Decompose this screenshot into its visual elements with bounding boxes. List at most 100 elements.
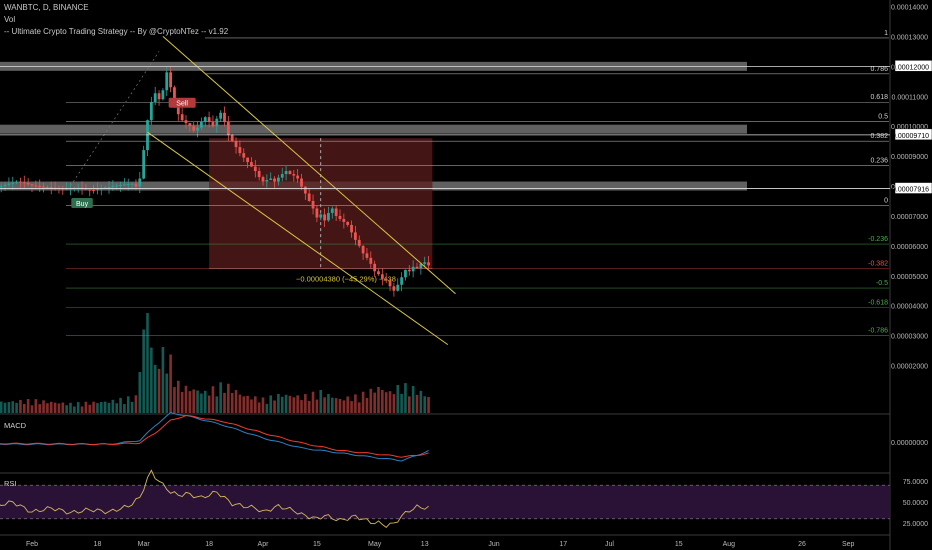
candle-body — [203, 117, 207, 122]
volume-bar — [130, 401, 134, 413]
candle-body — [396, 284, 400, 291]
volume-bar — [115, 403, 118, 413]
volume-bar — [219, 382, 222, 413]
time-axis-tick: Aug — [723, 541, 736, 548]
candle-body — [173, 87, 176, 106]
candle-body — [38, 186, 42, 188]
strategy-indicator-label: -- Ultimate Crypto Trading Strategy -- B… — [4, 27, 229, 36]
price-axis-tick: 0.00004000 — [891, 304, 928, 311]
volume-bar — [269, 395, 272, 413]
time-axis: Feb 18 Mar 18 Apr 15 May 13 Jun 17 Jul 15 Aug 26 Sep — [26, 541, 855, 548]
channel-line — [162, 36, 456, 295]
candle-body — [319, 214, 323, 218]
volume-bar — [165, 373, 169, 413]
volume-bar — [42, 400, 45, 413]
candle-body — [415, 266, 419, 269]
candle-body — [277, 177, 280, 182]
trend-dashed-line — [70, 51, 160, 187]
candle-body — [280, 174, 284, 178]
grid-layer — [0, 0, 891, 550]
volume-bar — [100, 402, 103, 413]
volume-bar — [346, 396, 349, 413]
volume-bar — [227, 383, 230, 413]
volume-bar — [230, 392, 234, 413]
volume-bar — [411, 386, 415, 413]
volume-bar — [26, 399, 30, 413]
candle-body — [165, 72, 169, 91]
time-axis-tick: Jul — [605, 541, 614, 548]
volume-bar — [427, 397, 430, 413]
volume-bar — [350, 401, 353, 413]
rsi-pane: RSI 75.0000 50.0000 25.0000 — [0, 469, 928, 529]
candle-body — [61, 188, 65, 190]
price-axis-tick: 0.00014000 — [891, 4, 928, 11]
candle-body — [0, 186, 3, 188]
volume-bar — [184, 385, 188, 413]
price-axis-tick: 0.00010000 — [891, 124, 928, 131]
volume-bar — [142, 329, 145, 413]
candle-body — [357, 239, 361, 246]
volume-bar — [257, 402, 261, 413]
candle-body — [192, 126, 196, 131]
candle-body — [238, 147, 242, 154]
volume-bar — [246, 395, 249, 413]
time-axis-tick: 15 — [313, 541, 321, 548]
volume-bar — [119, 397, 122, 413]
candle-body — [392, 286, 396, 291]
candle-body — [257, 171, 261, 178]
candle-body — [334, 208, 338, 216]
candle-body — [369, 257, 373, 264]
measure-box: −0.00004380 (−45.29%) −438 — [209, 138, 433, 284]
price-axis-tick: 0.00006000 — [891, 244, 928, 251]
volume-bar — [88, 404, 92, 413]
volume-bar — [215, 396, 219, 413]
candle-body — [184, 120, 188, 124]
volume-bar — [200, 393, 203, 413]
volume-bar — [126, 396, 130, 413]
candle-body — [307, 193, 311, 201]
candle-body — [338, 215, 342, 219]
candle-body — [230, 135, 234, 142]
volume-bar — [342, 400, 346, 413]
candle-body — [296, 175, 300, 179]
volume-bar — [319, 389, 323, 413]
volume-bar — [3, 402, 7, 413]
volume-bar — [80, 406, 84, 413]
candle-body — [180, 114, 184, 121]
candle-body — [123, 184, 126, 186]
volume-bar — [223, 392, 226, 413]
volume-bar — [196, 390, 199, 413]
volume-bar — [0, 401, 3, 413]
time-axis-tick: 15 — [675, 541, 683, 548]
price-axis-tick: 0.00007000 — [891, 214, 928, 221]
volume-bar — [384, 392, 388, 413]
macd-line — [0, 411, 429, 462]
volume-bar — [134, 395, 138, 413]
fib-level-label: 0.5 — [878, 114, 888, 121]
fib-level-label: 0.618 — [870, 94, 888, 101]
volume-bar — [73, 406, 76, 413]
candle-body — [149, 102, 153, 121]
candle-body — [373, 263, 377, 272]
volume-bar — [180, 392, 184, 413]
fib-level-label: -0.618 — [868, 300, 888, 307]
volume-bar — [49, 401, 53, 413]
time-axis-tick: 18 — [94, 541, 102, 548]
volume-bar — [207, 395, 211, 413]
candle-body — [22, 182, 26, 184]
candle-body — [380, 274, 384, 279]
candle-body — [261, 177, 265, 182]
candle-body — [7, 183, 11, 185]
candle-body — [200, 121, 203, 128]
volume-bar — [84, 401, 88, 413]
volume-bar — [284, 394, 288, 413]
volume-bar — [261, 397, 265, 413]
volume-bars — [0, 313, 430, 413]
measure-label: −0.00004380 (−45.29%) −438 — [296, 275, 396, 284]
volume-bar — [288, 395, 292, 413]
candle-body — [226, 121, 230, 136]
fib-level-label: 0 — [884, 197, 888, 204]
volume-bar — [53, 402, 57, 413]
